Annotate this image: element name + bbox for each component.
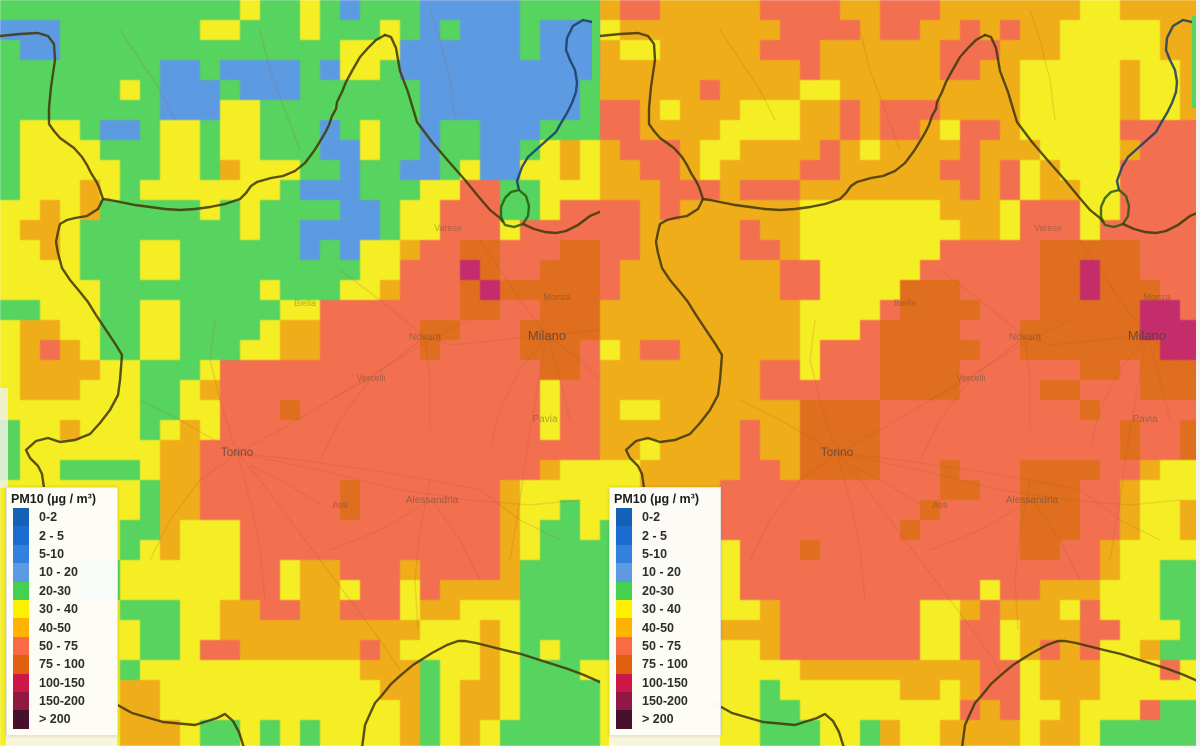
svg-text:Pavia: Pavia xyxy=(532,414,557,425)
svg-text:Varese: Varese xyxy=(434,223,462,233)
svg-text:Alessandria: Alessandria xyxy=(406,495,459,506)
svg-text:Monza: Monza xyxy=(1143,292,1170,302)
svg-text:Alessandria: Alessandria xyxy=(1006,495,1059,506)
svg-text:Vercelli: Vercelli xyxy=(956,373,985,383)
svg-text:Monza: Monza xyxy=(543,292,570,302)
svg-text:Biella: Biella xyxy=(294,298,316,308)
svg-text:Asti: Asti xyxy=(932,500,947,510)
svg-text:Novara: Novara xyxy=(409,332,442,343)
svg-text:Torino: Torino xyxy=(821,445,854,459)
svg-text:Asti: Asti xyxy=(332,500,347,510)
svg-text:Varese: Varese xyxy=(1034,223,1062,233)
svg-text:Torino: Torino xyxy=(221,445,254,459)
svg-text:Biella: Biella xyxy=(894,298,916,308)
svg-text:Novara: Novara xyxy=(1009,332,1042,343)
svg-text:Milano: Milano xyxy=(1128,328,1166,343)
svg-text:Pavia: Pavia xyxy=(1132,414,1157,425)
svg-text:Milano: Milano xyxy=(528,328,566,343)
svg-text:Vercelli: Vercelli xyxy=(356,373,385,383)
